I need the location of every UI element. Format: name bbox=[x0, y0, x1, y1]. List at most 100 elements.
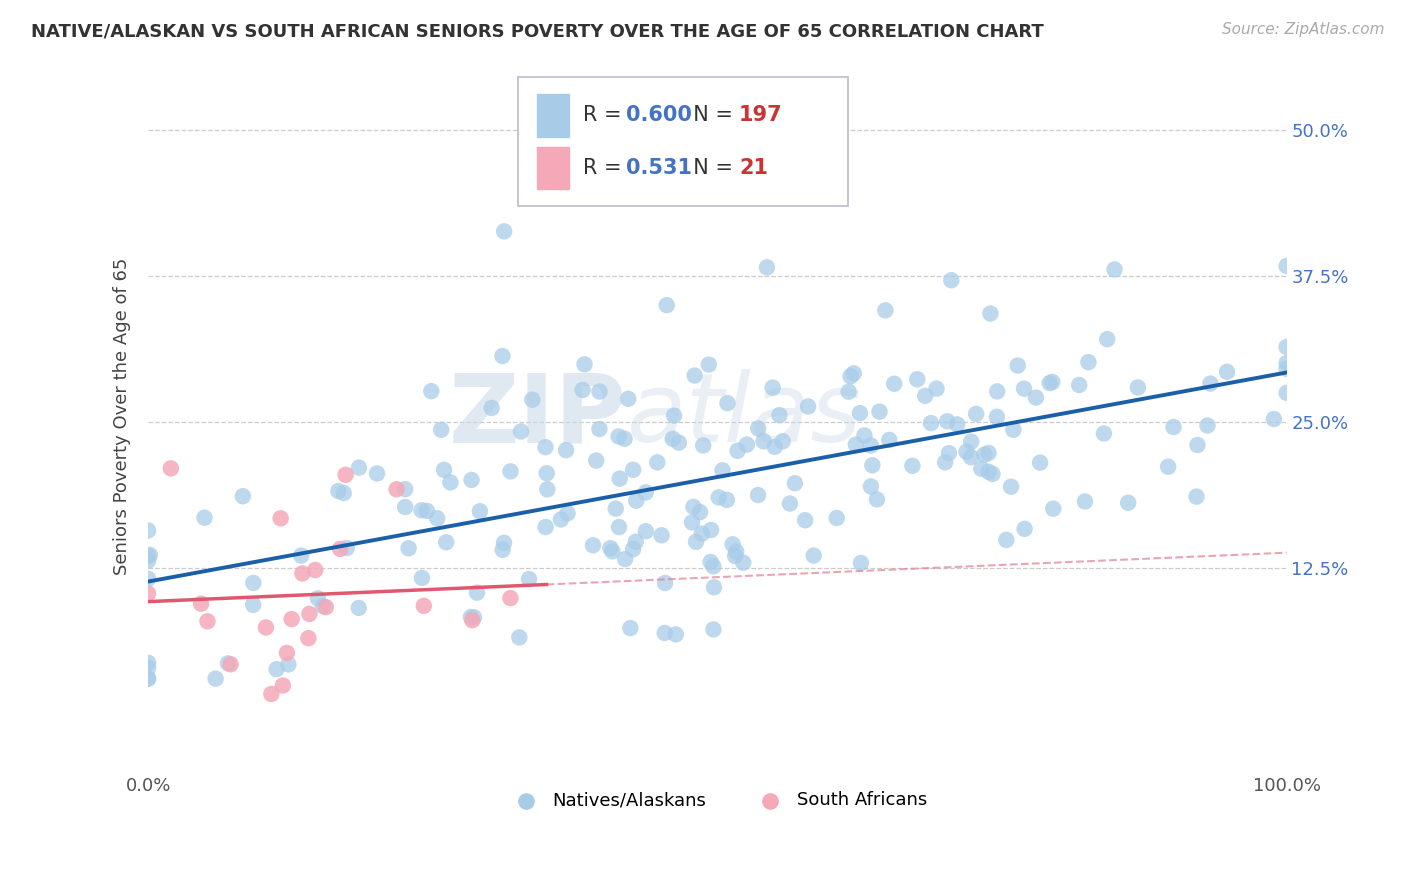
Point bbox=[702, 623, 724, 637]
Point bbox=[702, 559, 724, 574]
Point bbox=[825, 511, 848, 525]
Point bbox=[733, 556, 755, 570]
Point bbox=[491, 542, 513, 557]
Point bbox=[481, 401, 503, 415]
Point bbox=[582, 538, 605, 552]
Point bbox=[291, 566, 314, 581]
Point bbox=[1197, 418, 1219, 433]
Point bbox=[725, 544, 748, 558]
Point bbox=[727, 443, 749, 458]
Point bbox=[689, 505, 711, 519]
Text: N =: N = bbox=[679, 105, 740, 125]
Point bbox=[347, 601, 370, 615]
Point bbox=[534, 520, 557, 534]
Point bbox=[307, 591, 329, 606]
Point bbox=[491, 349, 513, 363]
Point bbox=[1077, 355, 1099, 369]
Point bbox=[735, 437, 758, 451]
Point bbox=[849, 406, 872, 420]
Point bbox=[1012, 382, 1035, 396]
Point bbox=[875, 303, 897, 318]
Point bbox=[1216, 365, 1239, 379]
Point bbox=[607, 520, 630, 534]
Point bbox=[266, 662, 288, 676]
Point bbox=[136, 586, 159, 600]
Point bbox=[724, 549, 747, 563]
Bar bbox=[537, 94, 569, 136]
Text: R =: R = bbox=[583, 105, 628, 125]
Point bbox=[866, 492, 889, 507]
Point bbox=[394, 500, 416, 514]
Point bbox=[755, 260, 778, 275]
Y-axis label: Seniors Poverty Over the Age of 65: Seniors Poverty Over the Age of 65 bbox=[114, 257, 131, 574]
Text: Source: ZipAtlas.com: Source: ZipAtlas.com bbox=[1222, 22, 1385, 37]
Point bbox=[536, 483, 558, 497]
Point bbox=[842, 367, 865, 381]
Point bbox=[901, 458, 924, 473]
Point bbox=[1275, 356, 1298, 370]
Point bbox=[550, 512, 572, 526]
Point bbox=[977, 465, 1000, 479]
Point bbox=[1157, 459, 1180, 474]
Point bbox=[1275, 340, 1298, 354]
Point bbox=[711, 463, 734, 477]
Point bbox=[426, 511, 449, 525]
Point bbox=[585, 453, 607, 467]
Point bbox=[280, 612, 302, 626]
Point bbox=[398, 541, 420, 556]
Point bbox=[716, 492, 738, 507]
Point bbox=[494, 536, 516, 550]
Point bbox=[970, 461, 993, 475]
Point bbox=[973, 448, 995, 462]
Point bbox=[1007, 359, 1029, 373]
Point bbox=[763, 440, 786, 454]
Point bbox=[860, 458, 883, 473]
Point bbox=[621, 463, 644, 477]
Point bbox=[217, 657, 239, 671]
Point bbox=[869, 404, 891, 418]
Point bbox=[986, 409, 1008, 424]
Point bbox=[197, 615, 219, 629]
Point bbox=[697, 358, 720, 372]
Point bbox=[460, 473, 482, 487]
FancyBboxPatch shape bbox=[517, 78, 848, 206]
Point bbox=[139, 548, 162, 562]
Point bbox=[1199, 376, 1222, 391]
Point bbox=[588, 422, 610, 436]
Point bbox=[1074, 494, 1097, 508]
Point bbox=[329, 541, 352, 556]
Point bbox=[1014, 522, 1036, 536]
Point bbox=[588, 384, 610, 399]
Point bbox=[645, 455, 668, 469]
Point bbox=[602, 544, 624, 558]
Point bbox=[960, 434, 983, 449]
Point bbox=[416, 504, 439, 518]
Point bbox=[665, 627, 688, 641]
Point bbox=[752, 434, 775, 449]
Point bbox=[1263, 412, 1285, 426]
Point bbox=[534, 440, 557, 454]
Point bbox=[703, 580, 725, 594]
Point bbox=[1029, 456, 1052, 470]
Point bbox=[160, 461, 183, 475]
Point bbox=[508, 631, 530, 645]
Point bbox=[1002, 423, 1025, 437]
Point bbox=[136, 656, 159, 670]
Point bbox=[430, 423, 453, 437]
Point bbox=[772, 434, 794, 449]
Point bbox=[699, 555, 721, 569]
Text: ZIP: ZIP bbox=[449, 369, 626, 462]
Point bbox=[136, 549, 159, 563]
Point bbox=[619, 621, 641, 635]
Point bbox=[242, 598, 264, 612]
Point bbox=[883, 376, 905, 391]
Point bbox=[626, 493, 648, 508]
Point bbox=[434, 535, 457, 549]
Point bbox=[271, 678, 294, 692]
Point bbox=[692, 438, 714, 452]
Point bbox=[613, 432, 636, 446]
Point bbox=[1039, 376, 1062, 390]
Point bbox=[411, 571, 433, 585]
Point bbox=[839, 369, 862, 384]
Point bbox=[232, 489, 254, 503]
